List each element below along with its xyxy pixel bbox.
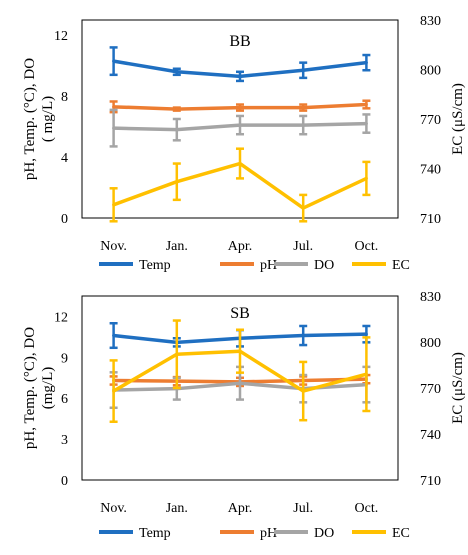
x-tick-label: Apr. (228, 501, 253, 516)
data-point (301, 123, 305, 127)
y-tick-label: 9 (61, 351, 68, 366)
x-tick-label: Oct. (355, 239, 379, 254)
legend-label: DO (314, 258, 334, 273)
data-point (112, 203, 116, 207)
data-point (238, 162, 242, 166)
chart-panel-sb: SB 0 3 6 9 12 710 740 770 800 830 Nov. Jan. Apr. Jul. O… (22, 290, 466, 541)
series-ec (109, 319, 371, 423)
data-point (301, 389, 305, 393)
data-point (301, 206, 305, 210)
y-tick-label: 6 (61, 392, 68, 407)
y2-tick-label: 770 (420, 382, 441, 397)
legend: Temp pH DO EC (99, 526, 410, 541)
y2-axis-label: EC (μS/cm) (450, 83, 466, 155)
y2-tick-label: 800 (420, 64, 441, 79)
y-tick-label: 0 (61, 212, 68, 227)
y2-tick-label: 770 (420, 113, 441, 128)
series-ec (109, 147, 371, 223)
data-point (112, 105, 116, 109)
data-point (364, 372, 368, 376)
x-tick-label: Jan. (166, 239, 188, 254)
y-tick-label: 4 (61, 151, 68, 166)
data-point (364, 122, 368, 126)
legend-label: EC (392, 258, 410, 273)
series-ph (109, 99, 371, 114)
plot-frame (81, 295, 399, 481)
y-tick-label: 12 (54, 29, 68, 44)
data-point (364, 61, 368, 65)
x-tick-label: Jul. (293, 239, 313, 254)
data-point (238, 74, 242, 78)
data-point (112, 334, 116, 338)
data-point (175, 352, 179, 356)
x-tick-label: Oct. (355, 501, 379, 516)
legend-label: Temp (139, 526, 171, 541)
data-point (238, 349, 242, 353)
x-tick-label: Nov. (100, 239, 127, 254)
chart-title: SB (230, 305, 250, 322)
y-tick-label: 8 (61, 90, 68, 105)
series-do (109, 108, 371, 148)
y2-tick-label: 740 (420, 163, 441, 178)
legend-label: pH (260, 258, 277, 273)
data-point (301, 334, 305, 338)
x-tick-label: Jan. (166, 501, 188, 516)
y2-axis-label: EC (μS/cm) (450, 352, 466, 424)
data-point (175, 128, 179, 132)
y-tick-label: 3 (61, 433, 68, 448)
data-point (364, 332, 368, 336)
chart-panel-bb: BB 0 4 8 12 710 740 770 800 830 Nov. Jan. Apr. Jul. Oc… (22, 14, 466, 273)
y2-tick-label: 800 (420, 336, 441, 351)
data-point (238, 123, 242, 127)
y2-tick-label: 710 (420, 212, 441, 227)
chart-title: BB (229, 33, 250, 50)
data-point (175, 70, 179, 74)
x-tick-label: Jul. (293, 501, 313, 516)
series-temp (109, 46, 371, 83)
y-tick-label: 12 (54, 310, 68, 325)
y-axis-label: pH, Temp. (°C), DO( mg/L) (22, 58, 56, 180)
legend: Temp pH DO EC (99, 258, 410, 273)
data-point (301, 106, 305, 110)
x-tick-label: Apr. (228, 239, 253, 254)
data-point (112, 389, 116, 393)
y2-tick-label: 710 (420, 474, 441, 489)
y2-tick-label: 740 (420, 428, 441, 443)
data-point (364, 176, 368, 180)
y-tick-label: 0 (61, 474, 68, 489)
legend-label: Temp (139, 258, 171, 273)
plot-frame (81, 19, 399, 219)
data-point (175, 180, 179, 184)
legend-label: DO (314, 526, 334, 541)
data-point (301, 68, 305, 72)
data-point (175, 107, 179, 111)
data-point (364, 103, 368, 107)
data-point (238, 381, 242, 385)
data-point (112, 126, 116, 130)
y-axis-label: pH, Temp. (°C), DO (mg/L) (22, 327, 56, 449)
legend-label: EC (392, 526, 410, 541)
y2-tick-label: 830 (420, 14, 441, 29)
data-point (238, 106, 242, 110)
y2-tick-label: 830 (420, 290, 441, 305)
legend-label: pH (260, 526, 277, 541)
x-tick-label: Nov. (100, 501, 127, 516)
data-point (112, 59, 116, 63)
